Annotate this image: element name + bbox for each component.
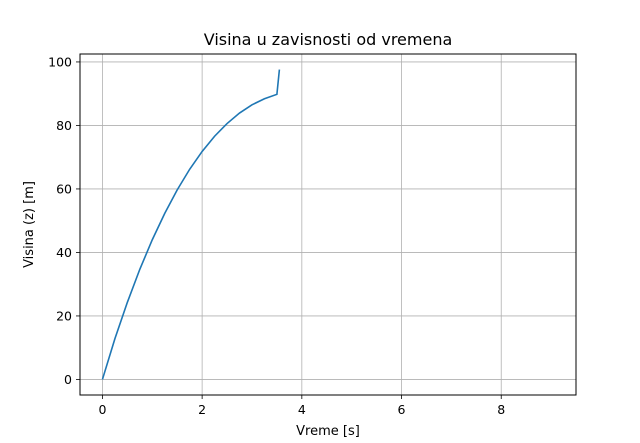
y-tick-label: 60 — [56, 181, 72, 196]
y-tick-label: 80 — [56, 118, 72, 133]
x-tick-label: 0 — [98, 402, 106, 417]
axes-frame — [79, 53, 577, 396]
x-tick-label: 6 — [398, 402, 406, 417]
x-tick-label: 2 — [198, 402, 206, 417]
grid — [80, 54, 576, 395]
y-tick-label: 40 — [56, 245, 72, 260]
chart-title: Visina u zavisnosti od vremena — [204, 30, 453, 49]
series-line — [101, 69, 281, 380]
x-tick-label: 8 — [497, 402, 505, 417]
y-axis-label: Visina (z) [m] — [22, 181, 37, 268]
x-axis-label: Vreme [s] — [296, 424, 360, 439]
plot-line-group — [101, 69, 281, 380]
y-tick-label: 100 — [48, 54, 72, 69]
y-tick-label: 20 — [56, 308, 72, 323]
x-tick-label: 4 — [298, 402, 306, 417]
y-tick-label: 0 — [64, 372, 72, 387]
